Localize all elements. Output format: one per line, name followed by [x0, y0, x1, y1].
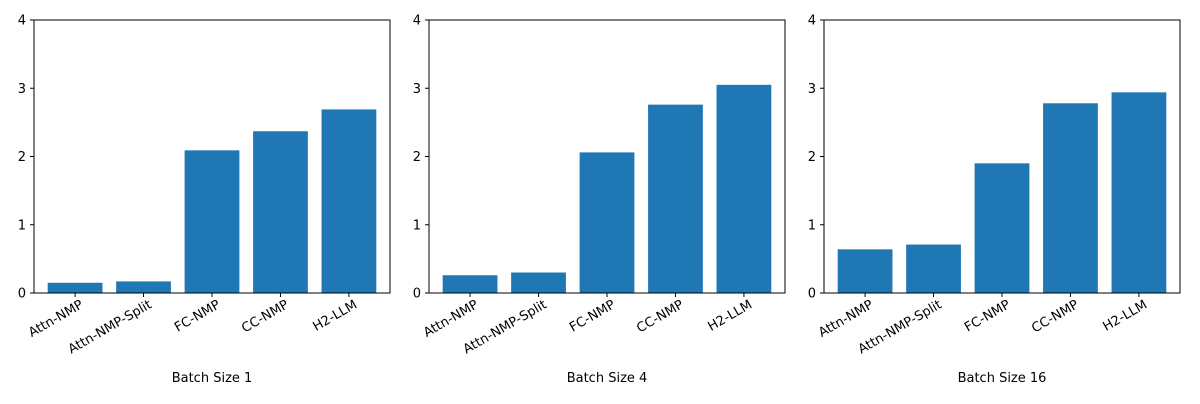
- x-tick-label: CC-NMP: [1029, 297, 1081, 336]
- x-tick-label: CC-NMP: [239, 297, 291, 336]
- y-tick-label: 1: [413, 218, 421, 233]
- y-tick-label: 3: [808, 82, 816, 97]
- x-axis-label: Batch Size 4: [567, 371, 648, 386]
- x-tick-label: FC-NMP: [172, 297, 223, 335]
- bar-h2-llm-1: [321, 109, 377, 293]
- bar-attn-nmp-2: [442, 275, 498, 293]
- x-tick-label: H2-LLM: [310, 297, 359, 334]
- y-tick-label: 2: [808, 150, 816, 165]
- x-tick-label: Attn-NMP: [816, 297, 876, 340]
- x-tick-label: H2-LLM: [1100, 297, 1149, 334]
- bar-attn-nmp-split-2: [511, 272, 566, 293]
- x-tick-label: Attn-NMP: [421, 297, 481, 340]
- bar-attn-nmp-1: [47, 282, 103, 293]
- bar-attn-nmp-split-1: [116, 281, 171, 293]
- bar-fc-nmp-3: [974, 163, 1030, 293]
- y-tick-label: 0: [413, 287, 421, 302]
- bar-cc-nmp-2: [648, 104, 703, 293]
- x-axis-label: Batch Size 16: [958, 371, 1047, 386]
- x-tick-label: FC-NMP: [962, 297, 1013, 335]
- bar-attn-nmp-split-3: [906, 244, 961, 293]
- bar-fc-nmp-2: [579, 152, 635, 293]
- bar-cc-nmp-1: [253, 131, 308, 293]
- y-tick-label: 3: [18, 82, 26, 97]
- y-tick-label: 2: [18, 150, 26, 165]
- x-tick-label: FC-NMP: [567, 297, 618, 335]
- bar-attn-nmp-3: [837, 249, 893, 293]
- x-tick-label: H2-LLM: [705, 297, 754, 334]
- y-tick-label: 4: [18, 14, 26, 29]
- bar-cc-nmp-3: [1043, 103, 1098, 294]
- y-tick-label: 4: [413, 14, 421, 29]
- bar-h2-llm-2: [716, 84, 772, 293]
- x-tick-label: Attn-NMP: [26, 297, 86, 340]
- y-tick-label: 3: [413, 82, 421, 97]
- y-tick-label: 1: [18, 218, 26, 233]
- y-tick-label: 4: [808, 14, 816, 29]
- x-tick-label: CC-NMP: [634, 297, 686, 336]
- y-tick-label: 0: [808, 287, 816, 302]
- y-tick-label: 0: [18, 287, 26, 302]
- bar-fc-nmp-1: [184, 150, 240, 293]
- y-tick-label: 1: [808, 218, 816, 233]
- y-tick-label: 2: [413, 150, 421, 165]
- bar-h2-llm-3: [1111, 92, 1167, 293]
- x-axis-label: Batch Size 1: [172, 371, 253, 386]
